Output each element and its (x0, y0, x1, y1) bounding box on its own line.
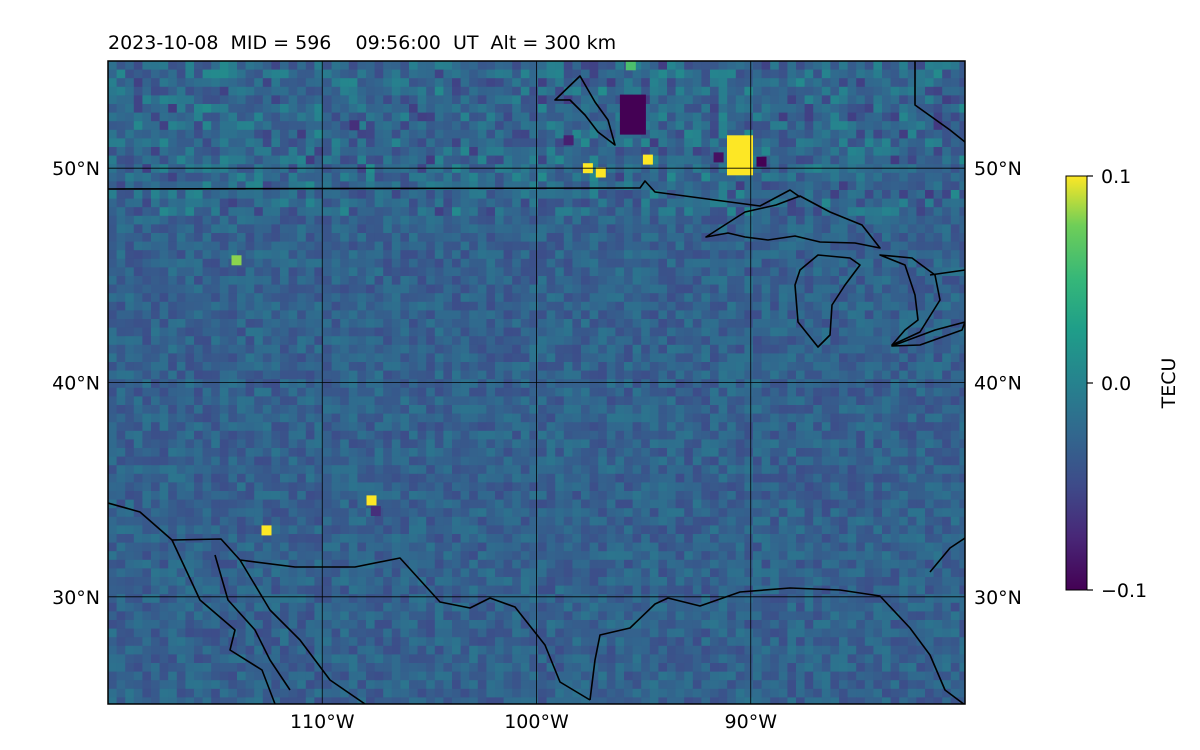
lake-michigan-coast (794, 254, 861, 348)
anomaly-cell-6 (713, 152, 724, 163)
y-tick-label-right-1: 40°N (974, 373, 1022, 395)
x-tick-label-0: 110°W (290, 711, 355, 733)
y-axis-ticks-right: 50°N 40°N 30°N (974, 158, 1022, 609)
anomaly-cell-9 (366, 495, 377, 506)
anomaly-cell-3 (642, 154, 653, 165)
lake-huron-coast (879, 254, 941, 346)
anomaly-cell-7 (563, 135, 574, 146)
anomaly-cell-8 (349, 120, 360, 131)
gridlines (108, 61, 965, 704)
y-tick-label-left-2: 30°N (52, 587, 100, 609)
x-axis-ticks: 110°W 100°W 90°W (290, 711, 777, 733)
lake-erie-coast (891, 321, 965, 347)
x-tick-label-1: 100°W (504, 711, 569, 733)
baja-inner-coast (214, 554, 291, 691)
anomaly-cell-1 (727, 135, 753, 176)
east-coast-upper (929, 269, 965, 276)
y-tick-label-right-2: 30°N (974, 587, 1022, 609)
y-tick-label-right-0: 50°N (974, 158, 1022, 180)
northeast-coast (914, 61, 965, 143)
colorbar-tick-label-2: −0.1 (1101, 580, 1147, 602)
lake-superior-coast (705, 195, 881, 249)
anomaly-cell-12 (625, 61, 636, 71)
colorbar-tick-label-0: 0.1 (1101, 166, 1131, 188)
y-axis-ticks-left: 50°N 40°N 30°N (52, 158, 100, 609)
hudson-bay-coast (554, 75, 616, 146)
y-tick-label-left-1: 40°N (52, 373, 100, 395)
map-area (108, 61, 965, 704)
colorbar-tick-label-1: 0.0 (1101, 373, 1131, 395)
florida-coast (929, 537, 965, 573)
colorbar: 0.1 0.0 −0.1 TECU (1065, 166, 1180, 602)
chart-title: 2023-10-08 MID = 596 09:56:00 UT Alt = 3… (108, 32, 616, 54)
x-tick-label-2: 90°W (725, 711, 778, 733)
baja-coast (171, 539, 276, 704)
anomaly-cell-2 (756, 156, 767, 167)
colorbar-ticks: 0.1 0.0 −0.1 (1087, 166, 1147, 602)
us-canada-border (108, 180, 801, 207)
anomaly-cell-11 (231, 255, 242, 266)
map-frame (107, 60, 966, 705)
y-tick-label-left-0: 50°N (52, 158, 100, 180)
anomaly-cell-13 (370, 506, 381, 517)
coastlines (108, 61, 965, 704)
colorbar-label: TECU (1158, 358, 1180, 410)
gulf-of-california-coast (239, 559, 366, 704)
anomaly-cell-4 (595, 167, 606, 178)
colorbar-gradient (1065, 175, 1088, 591)
gulf-coast (589, 587, 965, 704)
anomaly-cell-10 (261, 525, 272, 536)
mexico-border (108, 502, 591, 701)
anomaly-cell-0 (619, 94, 646, 135)
